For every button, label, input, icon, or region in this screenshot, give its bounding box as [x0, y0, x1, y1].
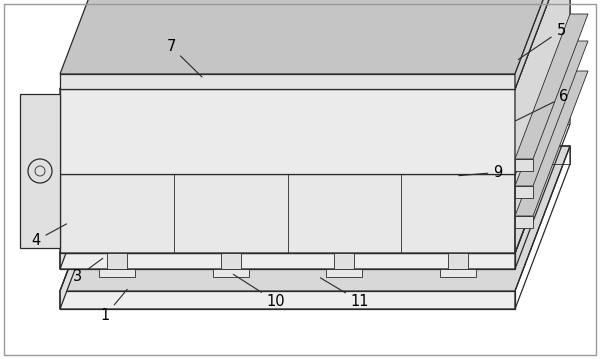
Polygon shape: [60, 108, 570, 253]
Polygon shape: [60, 89, 515, 174]
Text: 5: 5: [518, 23, 566, 60]
Polygon shape: [326, 269, 362, 277]
Polygon shape: [221, 253, 241, 269]
Text: 4: 4: [31, 224, 67, 248]
Polygon shape: [448, 253, 468, 269]
Polygon shape: [60, 291, 515, 309]
Polygon shape: [515, 216, 533, 228]
Text: 11: 11: [320, 278, 369, 309]
Text: 7: 7: [166, 39, 202, 77]
Text: 3: 3: [73, 258, 103, 284]
Polygon shape: [60, 0, 570, 89]
Polygon shape: [515, 41, 588, 186]
Text: 10: 10: [233, 274, 286, 309]
Polygon shape: [515, 29, 570, 253]
Polygon shape: [60, 0, 570, 74]
Polygon shape: [60, 74, 515, 89]
Polygon shape: [20, 94, 60, 248]
Text: 6: 6: [515, 89, 569, 121]
Polygon shape: [107, 253, 127, 269]
Text: 1: 1: [100, 289, 127, 323]
Polygon shape: [515, 0, 570, 89]
Text: 9: 9: [459, 165, 503, 180]
Polygon shape: [515, 186, 533, 198]
Polygon shape: [60, 29, 570, 174]
Polygon shape: [515, 14, 588, 159]
Polygon shape: [212, 269, 248, 277]
Polygon shape: [60, 253, 515, 269]
Polygon shape: [334, 253, 355, 269]
Polygon shape: [515, 0, 570, 174]
Polygon shape: [60, 108, 115, 269]
Polygon shape: [60, 146, 570, 291]
Polygon shape: [60, 146, 115, 309]
Polygon shape: [515, 159, 533, 171]
Polygon shape: [60, 174, 515, 253]
Polygon shape: [99, 269, 135, 277]
Polygon shape: [440, 269, 476, 277]
Polygon shape: [515, 71, 588, 216]
